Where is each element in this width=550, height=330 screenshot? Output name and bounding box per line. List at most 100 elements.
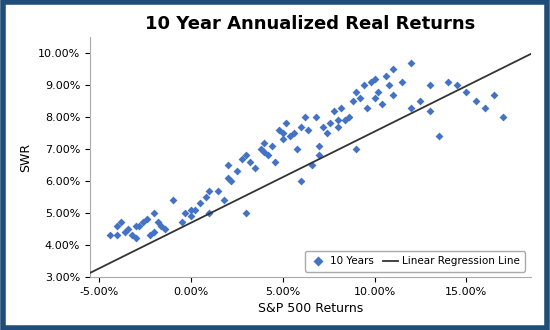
Point — [238, 156, 247, 161]
Point — [135, 223, 144, 228]
Point — [128, 233, 136, 238]
Point — [214, 188, 223, 193]
Point — [370, 95, 379, 101]
Point — [120, 229, 129, 235]
Legend: 10 Years, Linear Regression Line: 10 Years, Linear Regression Line — [305, 251, 525, 272]
Point — [326, 121, 335, 126]
Point — [388, 67, 397, 72]
Point — [150, 229, 158, 235]
Point — [304, 127, 313, 133]
Point — [385, 82, 394, 88]
Point — [296, 124, 305, 129]
Point — [300, 115, 309, 120]
Point — [271, 159, 280, 164]
Point — [131, 236, 140, 241]
Point — [471, 98, 480, 104]
Point — [352, 147, 361, 152]
Point — [337, 105, 346, 110]
Point — [223, 175, 232, 181]
Point — [190, 207, 199, 213]
Point — [377, 102, 386, 107]
Point — [278, 137, 287, 142]
Point — [348, 98, 357, 104]
Point — [260, 149, 269, 155]
Point — [181, 210, 190, 215]
Point — [139, 220, 147, 225]
Point — [241, 153, 250, 158]
Point — [381, 73, 390, 78]
Point — [201, 194, 210, 200]
Point — [177, 220, 186, 225]
Point — [453, 82, 461, 88]
Point — [153, 220, 162, 225]
Point — [146, 233, 155, 238]
Point — [344, 115, 353, 120]
Point — [251, 166, 260, 171]
Point — [227, 178, 236, 183]
Point — [388, 92, 397, 97]
Point — [278, 130, 287, 136]
Point — [462, 89, 471, 94]
Point — [330, 108, 339, 114]
Point — [425, 82, 434, 88]
Point — [161, 226, 169, 232]
Point — [333, 124, 342, 129]
Point — [374, 89, 383, 94]
Point — [318, 124, 327, 129]
Point — [205, 210, 213, 215]
Point — [322, 130, 331, 136]
Point — [196, 201, 205, 206]
Point — [341, 118, 350, 123]
Point — [113, 233, 122, 238]
Point — [425, 108, 434, 114]
Point — [366, 79, 375, 84]
Point — [359, 82, 368, 88]
Point — [233, 169, 241, 174]
Point — [355, 95, 364, 101]
Point — [490, 92, 498, 97]
Point — [186, 207, 195, 213]
Point — [370, 76, 379, 82]
Point — [416, 98, 425, 104]
Point — [274, 127, 283, 133]
Point — [315, 153, 324, 158]
Point — [186, 214, 195, 219]
Point — [131, 223, 140, 228]
Point — [333, 118, 342, 123]
Point — [205, 188, 213, 193]
Point — [113, 223, 122, 228]
Point — [407, 60, 416, 65]
Title: 10 Year Annualized Real Returns: 10 Year Annualized Real Returns — [145, 15, 475, 33]
Point — [293, 147, 302, 152]
Point — [157, 223, 166, 228]
X-axis label: S&P 500 Returns: S&P 500 Returns — [257, 302, 363, 315]
Point — [480, 105, 489, 110]
Point — [407, 105, 416, 110]
Point — [434, 134, 443, 139]
Point — [444, 79, 453, 84]
Point — [267, 143, 276, 148]
Point — [245, 159, 254, 164]
Point — [219, 197, 228, 203]
Point — [307, 162, 316, 168]
Point — [499, 115, 508, 120]
Point — [223, 162, 232, 168]
Point — [106, 233, 114, 238]
Point — [150, 210, 158, 215]
Point — [363, 105, 372, 110]
Point — [168, 197, 177, 203]
Y-axis label: SWR: SWR — [19, 143, 32, 172]
Point — [289, 130, 298, 136]
Point — [285, 134, 294, 139]
Point — [256, 147, 265, 152]
Point — [311, 115, 320, 120]
Point — [296, 178, 305, 183]
Point — [142, 217, 151, 222]
Point — [398, 79, 406, 84]
Point — [117, 220, 125, 225]
Point — [263, 153, 272, 158]
Point — [241, 210, 250, 215]
Point — [124, 226, 133, 232]
Point — [315, 143, 324, 148]
Point — [282, 121, 291, 126]
